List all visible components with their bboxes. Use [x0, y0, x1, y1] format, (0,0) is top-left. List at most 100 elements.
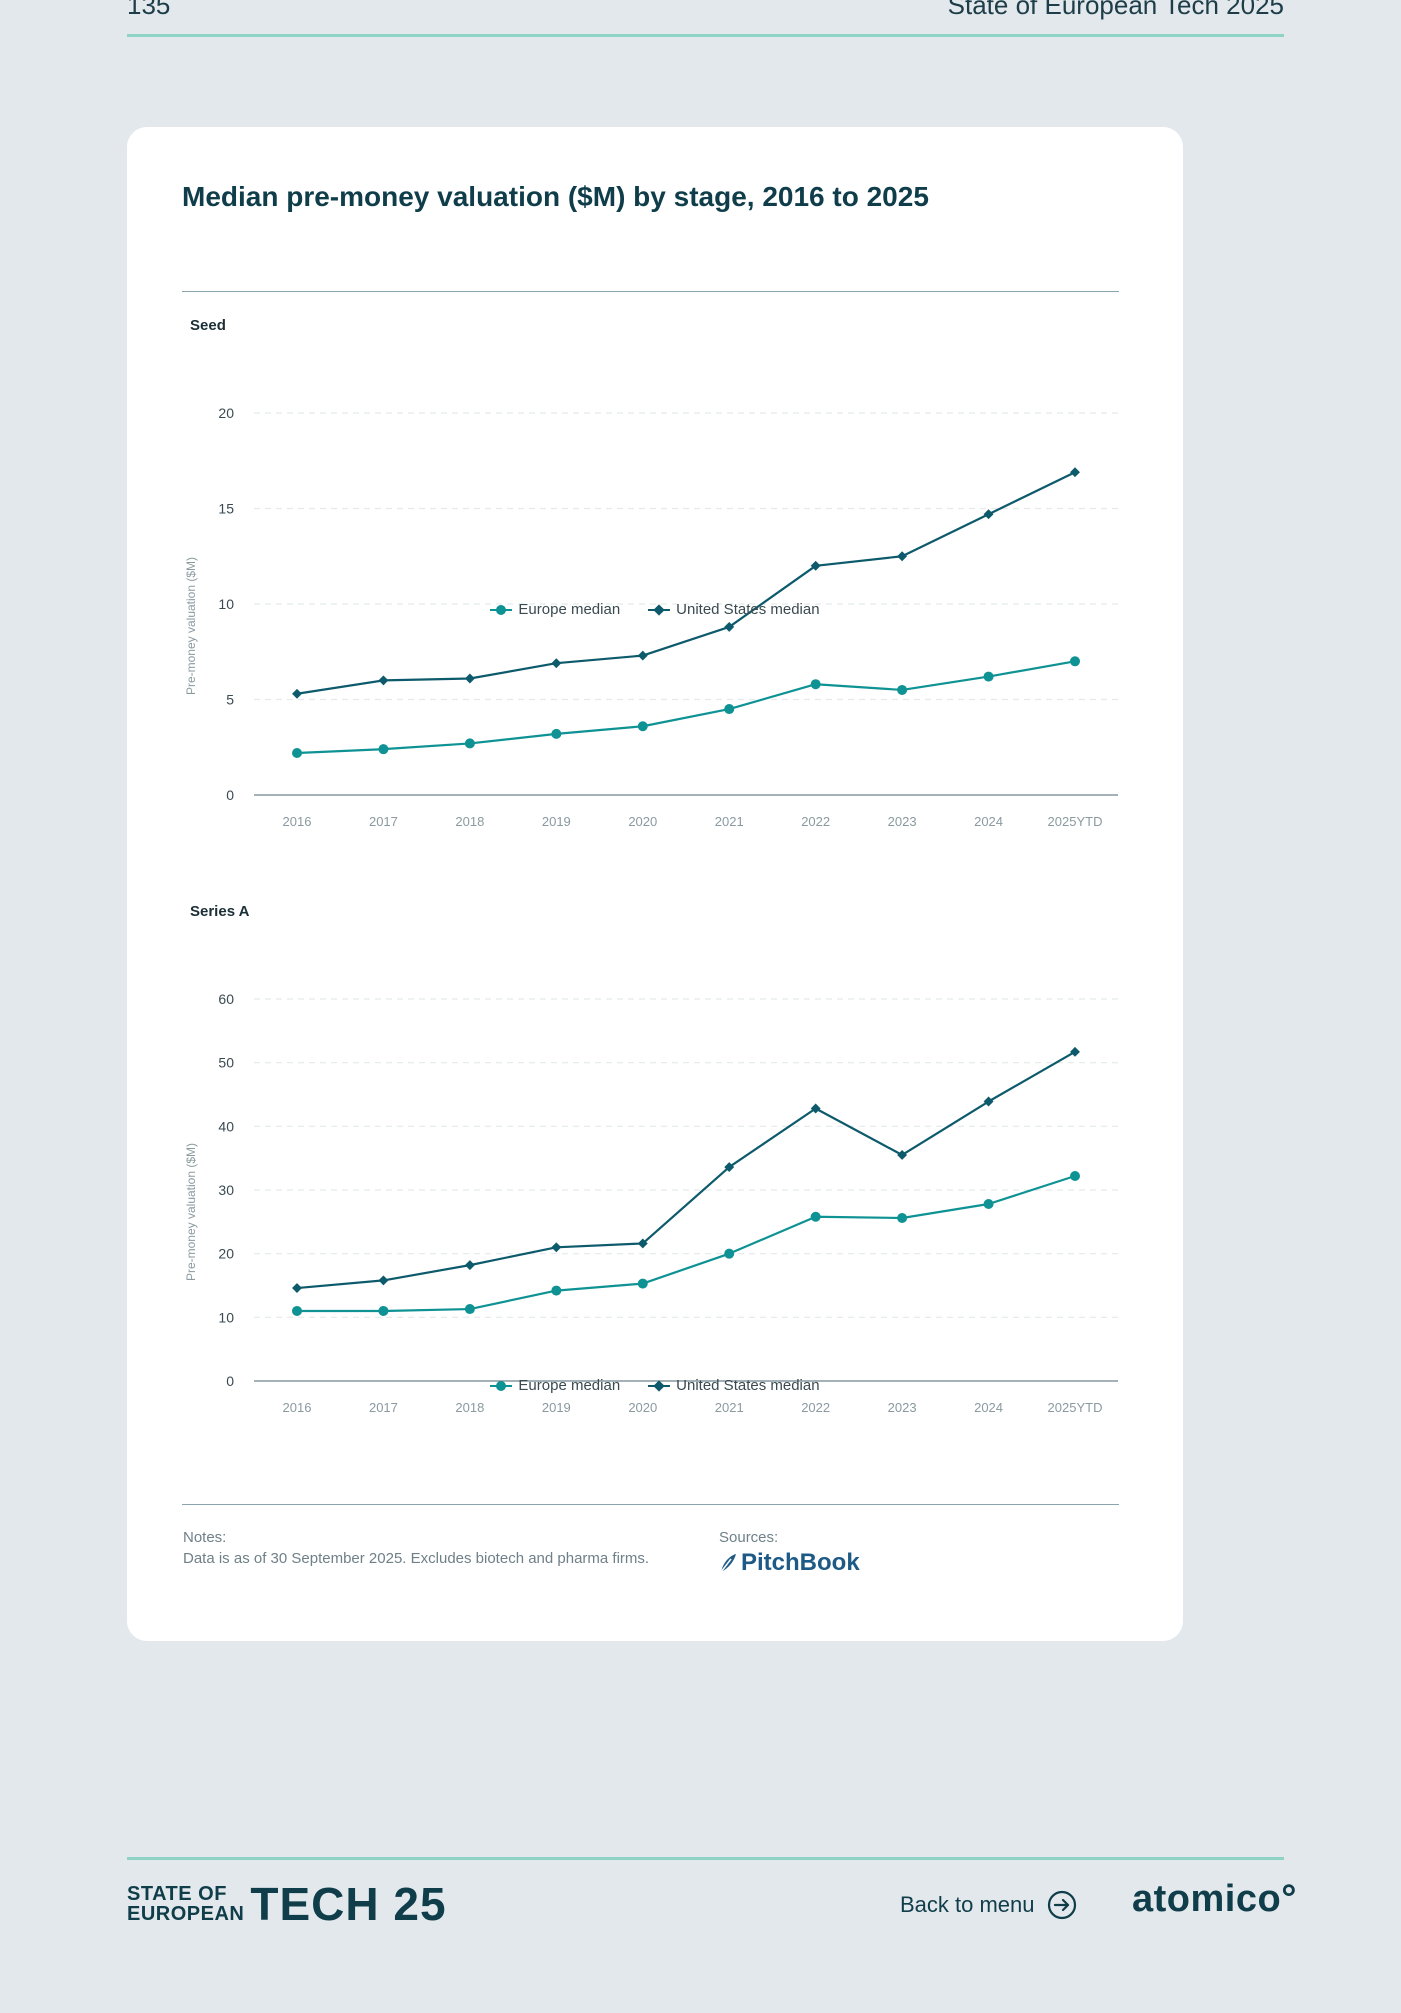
series-a-point-us — [897, 1150, 908, 1160]
logo-line-2: EUROPEAN — [127, 1903, 245, 1925]
report-title: State of European Tech 2025 — [947, 0, 1284, 20]
series-a-point-us — [1070, 1046, 1080, 1057]
legend-us-swatch — [648, 1379, 671, 1392]
logo-line-1: STATE OF — [127, 1883, 227, 1905]
back-to-menu-label: Back to menu — [900, 1892, 1035, 1917]
series-a-legend-europe: Europe median — [490, 1377, 620, 1394]
series-a-y-tick-label: 30 — [218, 1182, 234, 1198]
series-a-x-tick-label: 2019 — [542, 1400, 571, 1415]
series-a-point-europe — [897, 1213, 908, 1224]
legend-us-swatch — [648, 603, 671, 616]
series-a-point-us — [724, 1162, 735, 1173]
page-header: 135 State of European Tech 2025 — [127, 0, 1284, 37]
seed-point-us — [1070, 467, 1080, 478]
pitchbook-logo: PitchBook — [719, 1549, 860, 1576]
series-a-legend: Europe median United States median — [127, 1377, 1183, 1394]
seed-y-tick-label: 10 — [218, 596, 234, 612]
seed-y-tick-label: 15 — [218, 501, 234, 517]
top-divider — [182, 291, 1119, 292]
atomico-logo[interactable]: atomico° — [1132, 1878, 1297, 1920]
sources: Sources: PitchBook — [719, 1527, 860, 1576]
seed-y-tick-label: 5 — [226, 692, 234, 708]
series-a-point-europe — [983, 1199, 994, 1210]
seed-point-europe — [464, 738, 475, 749]
seed-y-tick-label: 0 — [226, 787, 234, 803]
series-a-x-tick-label: 2021 — [715, 1400, 744, 1415]
state-of-european-tech-logo[interactable]: STATE OF EUROPEAN TECH 25 — [127, 1878, 447, 1930]
legend-europe-swatch — [490, 1380, 513, 1391]
series-a-series-line-us — [296, 1050, 1076, 1290]
seed-x-tick-label: 2016 — [283, 814, 312, 829]
bottom-divider — [182, 1504, 1119, 1505]
series-a-y-tick-label: 40 — [218, 1118, 234, 1134]
seed-point-us — [637, 650, 648, 661]
seed-x-tick-label: 2018 — [455, 814, 484, 829]
footer-divider — [127, 1857, 1284, 1860]
page-number: 135 — [127, 0, 171, 20]
series-a-y-tick-label: 50 — [218, 1055, 234, 1071]
seed-point-us — [897, 551, 908, 562]
seed-point-europe — [724, 704, 735, 715]
seed-point-europe — [1070, 656, 1080, 667]
notes-label: Notes: — [183, 1529, 227, 1546]
series-a-point-us — [551, 1242, 562, 1253]
series-a-chart-plot: 0 10 20 30 40 50 60 2016 2017 2018 2019 2020 2021 202… — [218, 991, 1118, 1415]
seed-point-us — [464, 673, 475, 684]
card-title: Median pre-money valuation ($M) by stage… — [182, 181, 929, 212]
seed-series-line-europe — [296, 660, 1076, 755]
series-a-x-tick-label: 2022 — [801, 1400, 830, 1415]
seed-point-us — [724, 621, 735, 632]
series-a-y-tick-label: 60 — [218, 991, 234, 1007]
sources-label: Sources: — [719, 1529, 779, 1546]
seed-point-europe — [551, 728, 562, 739]
seed-x-tick-label: 2020 — [628, 814, 657, 829]
seed-legend-us: United States median — [648, 601, 820, 618]
seed-point-europe — [810, 679, 821, 690]
series-a-y-tick-label: 20 — [218, 1246, 234, 1262]
series-a-point-europe — [464, 1304, 475, 1315]
series-a-point-europe — [724, 1248, 735, 1259]
seed-point-europe — [292, 747, 302, 758]
series-a-point-europe — [810, 1211, 821, 1222]
chart-card: Median pre-money valuation ($M) by stage… — [127, 127, 1183, 1641]
legend-europe-swatch — [490, 604, 513, 615]
pitchbook-name: PitchBook — [741, 1549, 860, 1576]
series-a-x-tick-label: 2020 — [628, 1400, 657, 1415]
seed-x-tick-label: 2024 — [974, 814, 1003, 829]
series-a-legend-us: United States median — [648, 1377, 820, 1394]
leaf-icon — [720, 1553, 736, 1572]
seed-legend: Europe median United States median — [127, 601, 1183, 618]
back-to-menu-button[interactable]: Back to menu — [900, 1890, 1077, 1920]
legend-europe-label: Europe median — [518, 1377, 621, 1394]
seed-point-europe — [378, 744, 389, 755]
seed-x-tick-label: 2017 — [369, 814, 398, 829]
series-a-series-line-europe — [297, 1174, 1076, 1313]
series-a-y-tick-label: 0 — [226, 1373, 234, 1389]
seed-y-tick-label: 20 — [218, 405, 234, 421]
seed-point-us — [292, 688, 302, 699]
seed-x-tick-label: 2025YTD — [1048, 814, 1103, 829]
notes-text: Data is as of 30 September 2025. Exclude… — [183, 1550, 650, 1567]
seed-point-europe — [983, 671, 994, 682]
seed-chart-plot: 0 5 10 15 20 2016 2017 2018 2019 2020 2021 2022 2023… — [218, 405, 1118, 829]
seed-chart: Seed Pre-money valuation ($M) 0 5 10 15 20 20… — [127, 317, 1183, 877]
logo-big-text: TECH 25 — [250, 1878, 447, 1930]
seed-legend-europe: Europe median — [490, 601, 620, 618]
series-a-point-europe — [551, 1285, 562, 1296]
seed-point-europe — [897, 684, 908, 695]
legend-us-label: United States median — [676, 601, 820, 618]
seed-x-tick-label: 2023 — [888, 814, 917, 829]
seed-point-europe — [637, 721, 648, 732]
series-a-point-europe — [637, 1278, 648, 1289]
notes: Notes: Data is as of 30 September 2025. … — [183, 1527, 649, 1569]
series-a-chart: Series A Pre-money valuation ($M) 0 10 20 3… — [127, 903, 1183, 1463]
series-a-y-tick-label: 10 — [218, 1309, 234, 1325]
seed-x-tick-label: 2022 — [801, 814, 830, 829]
series-a-x-tick-label: 2017 — [369, 1400, 398, 1415]
seed-point-us — [810, 560, 821, 571]
legend-us-label: United States median — [676, 1377, 820, 1394]
seed-point-us — [551, 658, 562, 669]
series-a-x-tick-label: 2018 — [455, 1400, 484, 1415]
series-a-point-us — [378, 1275, 389, 1286]
series-a-chart-title: Series A — [190, 903, 250, 920]
